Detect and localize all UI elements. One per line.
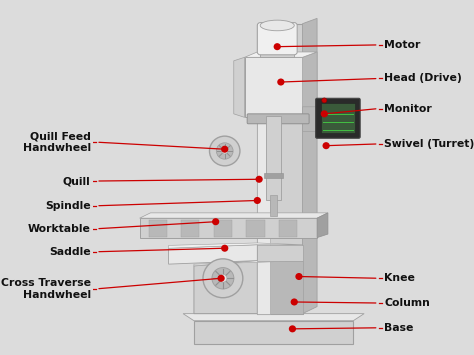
Circle shape (212, 218, 219, 225)
Circle shape (210, 136, 240, 166)
Text: Swivel (Turret): Swivel (Turret) (384, 139, 474, 149)
Circle shape (291, 299, 298, 306)
Bar (149, 220, 167, 236)
Circle shape (221, 146, 228, 153)
Polygon shape (257, 261, 302, 313)
Polygon shape (257, 24, 302, 313)
Text: Column: Column (384, 298, 430, 308)
Polygon shape (227, 266, 257, 313)
Circle shape (203, 259, 243, 298)
Text: Saddle: Saddle (49, 247, 91, 257)
Bar (181, 220, 200, 236)
Bar (260, 48, 294, 57)
Bar (246, 220, 264, 236)
Text: Worktable: Worktable (28, 224, 91, 234)
Polygon shape (257, 245, 302, 261)
Circle shape (273, 43, 281, 50)
Polygon shape (169, 245, 257, 264)
Text: Base: Base (384, 323, 413, 333)
Circle shape (255, 176, 263, 183)
Circle shape (322, 142, 330, 149)
Polygon shape (183, 313, 364, 321)
Polygon shape (169, 243, 302, 248)
Circle shape (221, 245, 228, 252)
Text: Quill Feed
Handwheel: Quill Feed Handwheel (23, 131, 91, 153)
Text: Head (Drive): Head (Drive) (384, 73, 462, 83)
Polygon shape (194, 261, 257, 313)
Text: Knee: Knee (384, 273, 415, 283)
Polygon shape (302, 107, 328, 132)
Polygon shape (302, 18, 317, 313)
Bar (321, 103, 355, 133)
FancyBboxPatch shape (257, 23, 297, 55)
Bar (264, 173, 283, 178)
Bar (270, 195, 277, 217)
Polygon shape (302, 52, 317, 118)
Circle shape (295, 273, 302, 280)
Polygon shape (194, 321, 353, 344)
Circle shape (216, 143, 233, 159)
Text: Monitor: Monitor (384, 104, 432, 114)
Circle shape (289, 325, 296, 332)
Circle shape (254, 197, 261, 204)
Polygon shape (140, 213, 328, 218)
Ellipse shape (260, 20, 294, 31)
Polygon shape (245, 57, 302, 118)
Text: Quill: Quill (63, 176, 91, 186)
FancyBboxPatch shape (316, 98, 360, 138)
Circle shape (321, 110, 328, 118)
Bar (266, 116, 281, 201)
Circle shape (212, 268, 234, 289)
Bar (279, 220, 297, 236)
Circle shape (277, 78, 284, 86)
Polygon shape (245, 52, 317, 57)
FancyBboxPatch shape (247, 114, 309, 124)
Circle shape (218, 275, 225, 282)
Text: Motor: Motor (384, 40, 420, 50)
Polygon shape (317, 213, 328, 237)
Circle shape (322, 98, 327, 103)
Bar (214, 220, 232, 236)
Circle shape (219, 274, 227, 282)
Text: Cross Traverse
Handwheel: Cross Traverse Handwheel (1, 278, 91, 300)
Polygon shape (140, 218, 317, 237)
Circle shape (222, 148, 228, 154)
Polygon shape (234, 57, 245, 118)
Text: Spindle: Spindle (45, 201, 91, 211)
Polygon shape (194, 261, 302, 266)
Polygon shape (257, 24, 270, 313)
